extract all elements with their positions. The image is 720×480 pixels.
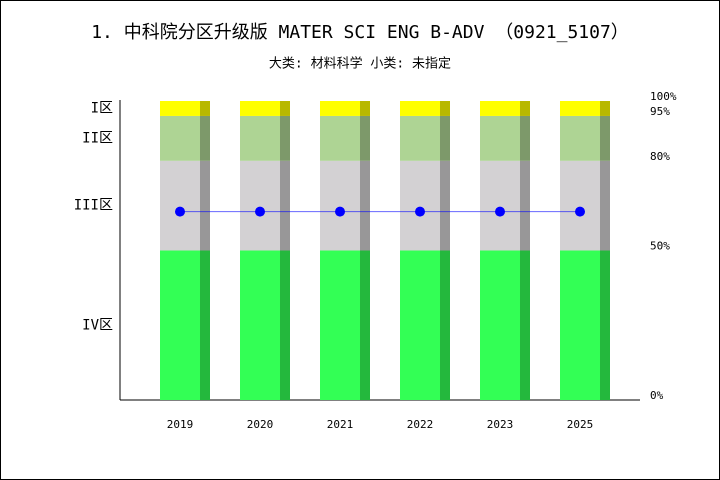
y-tick-label: 0% [650, 389, 664, 402]
bar-segment-side [520, 115, 530, 161]
bar-segment-side [360, 160, 370, 251]
bar-segment [160, 101, 210, 116]
bar-segment [400, 115, 450, 161]
bar-segment-side [360, 115, 370, 161]
x-tick-label: 2020 [247, 418, 274, 431]
bar-segment [160, 115, 210, 161]
bar-segment [320, 101, 370, 116]
bar-segment [400, 101, 450, 116]
x-tick-label: 2022 [407, 418, 434, 431]
x-tick-label: 2023 [487, 418, 514, 431]
bar-segment [160, 250, 210, 400]
bar-segment-side [440, 115, 450, 161]
zone-label: II区 [82, 130, 113, 146]
rank-point [575, 206, 585, 217]
bar-segment [560, 115, 610, 161]
x-tick-label: 2025 [567, 418, 594, 431]
bar-segment-side [200, 250, 210, 400]
bar-segment [240, 115, 290, 161]
rank-point [255, 206, 265, 217]
bar-segment-side [200, 101, 210, 116]
bar-segment-side [440, 250, 450, 400]
x-tick-label: 2019 [167, 418, 194, 431]
rank-point [495, 206, 505, 217]
bar-segment [240, 160, 290, 251]
bar-segment [320, 115, 370, 161]
bar-segment [240, 101, 290, 116]
rank-point [415, 206, 425, 217]
bar-segment-side [440, 160, 450, 251]
bar-segment [480, 101, 530, 116]
bar-segment [240, 250, 290, 400]
bar-segment-side [520, 101, 530, 116]
bar-segment-side [600, 115, 610, 161]
rank-point [335, 206, 345, 217]
y-tick-label: 80% [650, 150, 670, 163]
bar-segment-side [280, 250, 290, 400]
bar-segment-side [200, 160, 210, 251]
bar-segment-side [600, 160, 610, 251]
bar-segment-side [200, 115, 210, 161]
rank-point [175, 206, 185, 217]
zone-label: IV区 [82, 317, 113, 333]
chart-title: 1. 中科院分区升级版 MATER SCI ENG B-ADV （0921_51… [91, 22, 629, 43]
bar-segment [320, 250, 370, 400]
bar-segment [480, 115, 530, 161]
bar-segment [560, 160, 610, 251]
y-tick-label: 100% [650, 90, 677, 103]
bar-segment-side [280, 101, 290, 116]
bar-segment [160, 160, 210, 251]
bar-segment [480, 250, 530, 400]
zone-label: III区 [74, 198, 113, 214]
bar-segment-side [280, 160, 290, 251]
bar-segment [400, 160, 450, 251]
bar-segment [480, 160, 530, 251]
y-tick-label: 95% [650, 105, 670, 118]
bar-segment-side [520, 250, 530, 400]
bar-segment [320, 160, 370, 251]
y-tick-label: 50% [650, 240, 670, 253]
bar-segment-side [440, 101, 450, 116]
zone-label: I区 [91, 100, 113, 116]
bar-segment-side [520, 160, 530, 251]
x-tick-label: 2021 [327, 418, 354, 431]
bar-segment [560, 250, 610, 400]
bar-segment [400, 250, 450, 400]
bar-segment-side [360, 101, 370, 116]
bar-segment-side [600, 101, 610, 116]
bar-segment [560, 101, 610, 116]
chart-subtitle: 大类: 材料科学 小类: 未指定 [269, 56, 451, 72]
bar-segment-side [600, 250, 610, 400]
bar-segment-side [280, 115, 290, 161]
bar-segment-side [360, 250, 370, 400]
